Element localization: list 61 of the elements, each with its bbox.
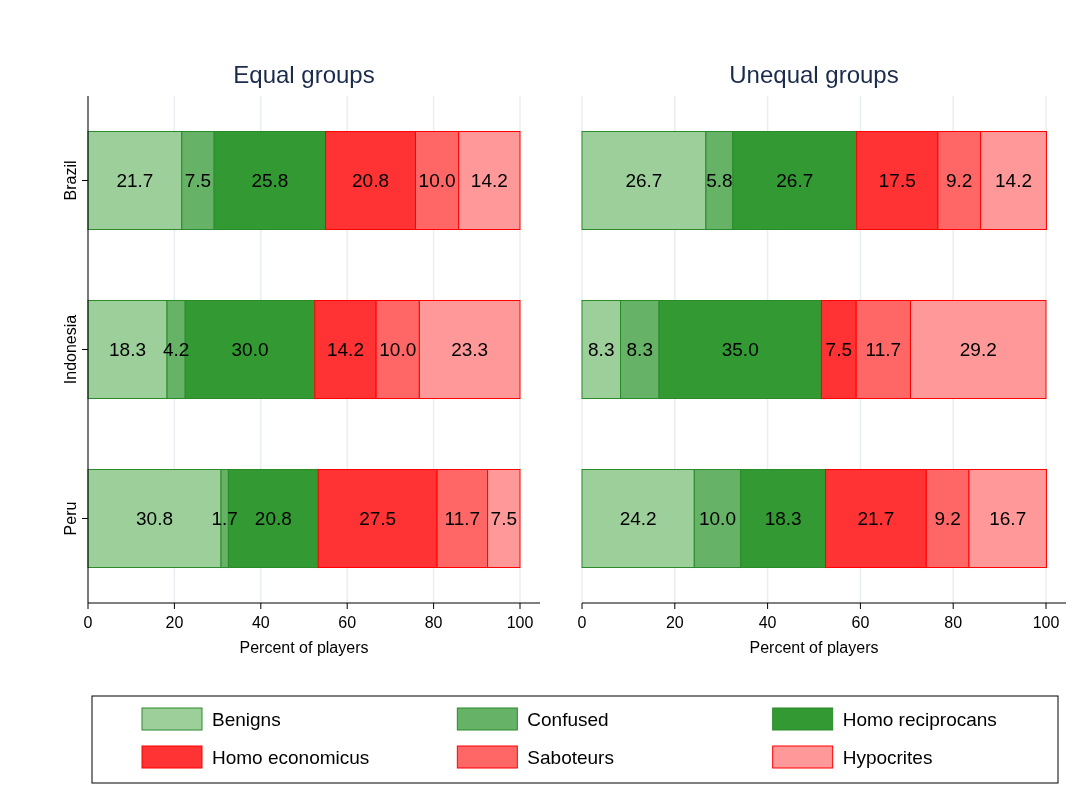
- legend-label: Hypocrites: [842, 746, 933, 768]
- data-label: 10.0: [699, 508, 736, 530]
- x-tick-label: 20: [165, 614, 184, 631]
- data-label: 10.0: [418, 170, 456, 192]
- legend-label: Benigns: [212, 708, 281, 730]
- data-label: 21.7: [857, 508, 895, 530]
- x-tick-label: 80: [424, 614, 443, 631]
- data-label: 14.2: [326, 339, 364, 361]
- y-tick-label: Indonesia: [62, 314, 79, 385]
- data-label: 14.2: [470, 170, 508, 192]
- data-label: 27.5: [359, 508, 397, 530]
- data-label: 5.8: [706, 170, 733, 192]
- data-label: 21.7: [116, 170, 154, 192]
- data-label: 20.8: [352, 170, 390, 192]
- chart-title: Unequal groups: [729, 61, 899, 88]
- data-label: 29.2: [959, 339, 997, 361]
- x-tick-label: 40: [251, 614, 270, 631]
- data-label: 7.5: [490, 508, 518, 530]
- data-label: 9.2: [946, 170, 973, 192]
- x-tick-label: 100: [506, 614, 534, 631]
- data-label: 30.0: [231, 339, 269, 361]
- data-label: 9.2: [934, 508, 961, 530]
- x-tick-label: 100: [1032, 614, 1060, 631]
- x-tick-label: 60: [851, 614, 870, 631]
- x-tick-label: 0: [577, 614, 587, 631]
- x-tick-label: 60: [338, 614, 357, 631]
- data-label: 10.0: [379, 339, 417, 361]
- data-label: 7.5: [184, 170, 212, 192]
- data-label: 8.3: [626, 339, 653, 361]
- y-tick-label: Brazil: [62, 160, 79, 201]
- legend-label: Confused: [527, 708, 609, 730]
- data-label: 8.3: [588, 339, 615, 361]
- data-label: 11.7: [865, 339, 902, 361]
- data-label: 24.2: [619, 508, 657, 530]
- x-axis-title: Percent of players: [239, 639, 369, 656]
- data-label: 18.3: [764, 508, 802, 530]
- x-tick-label: 40: [758, 614, 777, 631]
- x-tick-label: 20: [665, 614, 684, 631]
- data-label: 26.7: [625, 170, 663, 192]
- data-label: 17.5: [878, 170, 916, 192]
- data-label: 4.2: [162, 339, 190, 361]
- data-label: 23.3: [451, 339, 489, 361]
- chart-title: Equal groups: [233, 61, 375, 88]
- x-tick-label: 0: [83, 614, 93, 631]
- data-label: 30.8: [136, 508, 174, 530]
- data-label: 14.2: [995, 170, 1033, 192]
- legend-label: Homo reciprocans: [842, 708, 997, 730]
- x-tick-label: 80: [944, 614, 963, 631]
- legend-label: Saboteurs: [527, 746, 614, 768]
- x-axis-title: Percent of players: [749, 639, 879, 656]
- data-label: 16.7: [989, 508, 1027, 530]
- data-label: 25.8: [251, 170, 289, 192]
- legend-label: Homo economicus: [212, 746, 370, 768]
- data-label: 1.7: [211, 508, 238, 530]
- data-label: 7.5: [825, 339, 853, 361]
- y-tick-label: Peru: [62, 501, 79, 536]
- data-label: 11.7: [444, 508, 481, 530]
- data-label: 35.0: [721, 339, 759, 361]
- data-label: 20.8: [254, 508, 292, 530]
- data-label: 18.3: [109, 339, 147, 361]
- data-label: 26.7: [776, 170, 814, 192]
